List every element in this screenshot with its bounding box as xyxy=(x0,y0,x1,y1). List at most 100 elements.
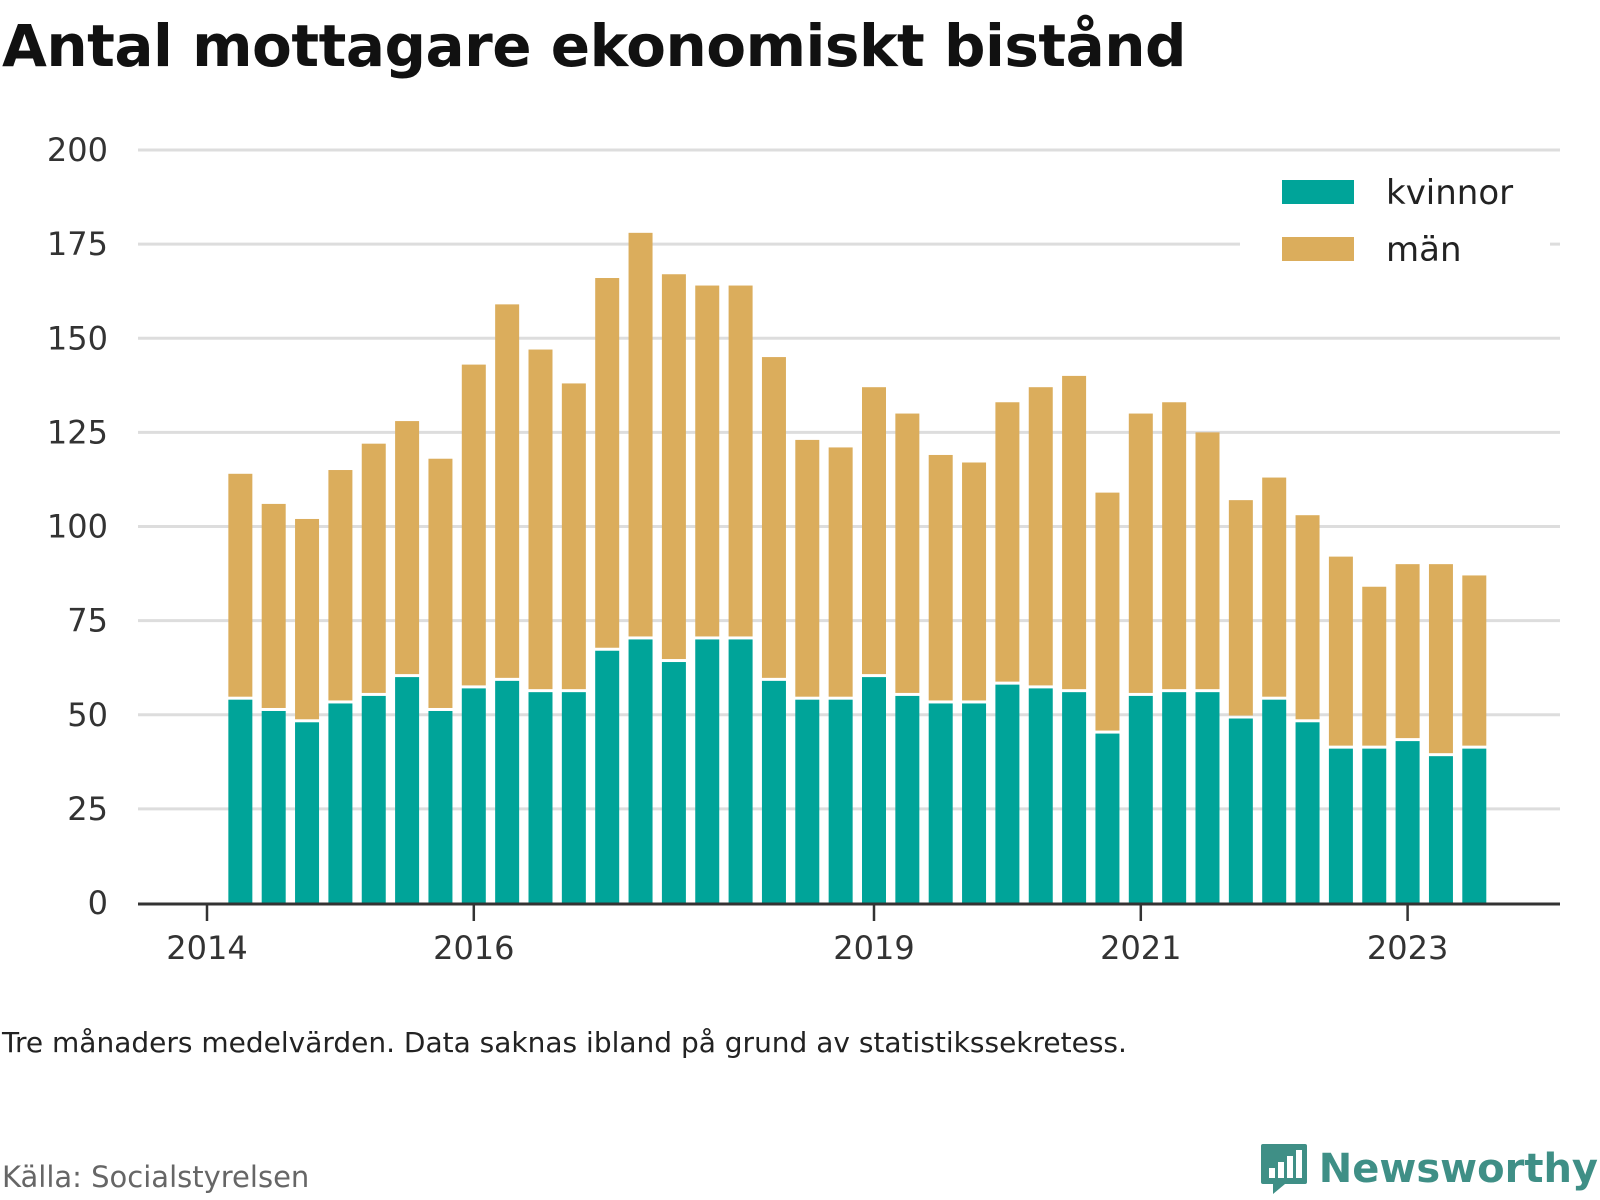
bar-man xyxy=(1028,387,1053,686)
bar-man xyxy=(428,458,453,708)
bar-man xyxy=(1362,586,1387,746)
bar-kvinnor xyxy=(1362,748,1387,903)
y-tick-label: 100 xyxy=(47,508,108,546)
bar-kvinnor xyxy=(428,710,453,903)
bar-man xyxy=(1095,492,1120,731)
legend-label-man: män xyxy=(1386,230,1462,270)
y-tick-label: 125 xyxy=(47,413,108,451)
bar-man xyxy=(495,304,520,678)
bar-man xyxy=(828,447,853,697)
bar-kvinnor xyxy=(295,722,320,903)
bar-man xyxy=(1228,500,1253,716)
legend-swatch-man xyxy=(1282,237,1354,261)
x-tick-label: 2021 xyxy=(1100,929,1181,967)
chart-note: Tre månaders medelvärden. Data saknas ib… xyxy=(2,1026,1127,1059)
x-tick-label: 2014 xyxy=(166,929,247,967)
bar-kvinnor xyxy=(395,677,420,903)
bar-kvinnor xyxy=(728,639,753,903)
y-tick-label: 175 xyxy=(47,225,108,263)
source-text: Källa: Socialstyrelsen xyxy=(2,1160,310,1194)
bar-kvinnor xyxy=(261,710,286,903)
bar-kvinnor xyxy=(828,699,853,903)
bar-kvinnor xyxy=(761,680,786,903)
x-tick-label: 2019 xyxy=(833,929,914,967)
bar-man xyxy=(895,413,920,693)
bar-kvinnor xyxy=(795,699,820,903)
y-tick-label: 0 xyxy=(88,884,108,922)
x-tick-label: 2023 xyxy=(1367,929,1448,967)
bar-kvinnor xyxy=(995,684,1020,903)
bar-kvinnor xyxy=(1295,722,1320,903)
bar-man xyxy=(1128,413,1153,693)
bar-kvinnor xyxy=(1195,692,1220,903)
y-tick-label: 25 xyxy=(67,790,108,828)
bar-kvinnor xyxy=(1162,692,1187,903)
bar-man xyxy=(561,383,586,690)
bar-kvinnor xyxy=(1095,733,1120,903)
bar-man xyxy=(228,473,253,697)
bar-kvinnor xyxy=(528,692,553,903)
bar-man xyxy=(695,285,720,637)
bar-man xyxy=(295,518,320,720)
bar-kvinnor xyxy=(1062,692,1087,903)
bar-kvinnor xyxy=(461,688,486,903)
bar-kvinnor xyxy=(1428,756,1453,903)
bar-man xyxy=(728,285,753,637)
y-tick-label: 75 xyxy=(67,602,108,640)
y-tick-label: 50 xyxy=(67,696,108,734)
legend-label-kvinnor: kvinnor xyxy=(1386,173,1513,213)
bar-kvinnor xyxy=(361,695,386,903)
bar-man xyxy=(1262,477,1287,697)
x-tick-label: 2016 xyxy=(433,929,514,967)
bar-man xyxy=(928,454,953,701)
bar-kvinnor xyxy=(695,639,720,903)
bar-kvinnor xyxy=(928,703,953,903)
y-axis-ticks: 0 25 50 75 100 125 150 175 200 xyxy=(47,131,108,922)
bar-man xyxy=(1428,564,1453,754)
bar-man xyxy=(1395,564,1420,739)
bar-man xyxy=(628,232,653,637)
newsworthy-logo-icon xyxy=(1260,1144,1307,1194)
bar-man xyxy=(595,278,620,648)
bar-man xyxy=(761,357,786,678)
bar-kvinnor xyxy=(1395,741,1420,903)
bar-kvinnor xyxy=(962,703,987,903)
bar-man xyxy=(1462,575,1487,746)
y-tick-label: 150 xyxy=(47,319,108,357)
bar-kvinnor xyxy=(328,703,353,903)
bar-man xyxy=(461,364,486,686)
bar-man xyxy=(1062,375,1087,690)
bar-man xyxy=(328,470,353,701)
legend-swatch-kvinnor xyxy=(1282,180,1354,204)
bar-kvinnor xyxy=(895,695,920,903)
bar-man xyxy=(661,274,686,660)
bar-kvinnor xyxy=(228,699,253,903)
bar-kvinnor xyxy=(595,650,620,903)
bar-kvinnor xyxy=(862,677,886,903)
y-tick-label: 200 xyxy=(47,131,108,169)
brand-name: Newsworthy xyxy=(1318,1146,1598,1192)
bar-kvinnor xyxy=(561,692,586,903)
bar-man xyxy=(395,421,420,675)
bar-man xyxy=(528,349,553,690)
bar-man xyxy=(261,503,286,708)
bar-man xyxy=(995,402,1020,682)
brand[interactable]: Newsworthy xyxy=(1259,1142,1598,1196)
bar-kvinnor xyxy=(661,662,686,903)
bar-man xyxy=(795,439,820,697)
bar-man xyxy=(1295,515,1320,720)
bar-kvinnor xyxy=(1262,699,1287,903)
bar-man xyxy=(361,443,386,693)
bar-man xyxy=(1328,556,1353,746)
bar-man xyxy=(862,387,886,675)
bars xyxy=(228,232,1487,903)
bar-kvinnor xyxy=(1228,718,1253,903)
bar-kvinnor xyxy=(628,639,653,903)
legend: kvinnor män xyxy=(1240,160,1550,280)
bar-man xyxy=(1162,402,1187,690)
bar-kvinnor xyxy=(1328,748,1353,903)
bar-man xyxy=(962,462,987,701)
bar-kvinnor xyxy=(1128,695,1153,903)
x-axis: 2014 2016 2019 2021 2023 xyxy=(138,902,1560,967)
